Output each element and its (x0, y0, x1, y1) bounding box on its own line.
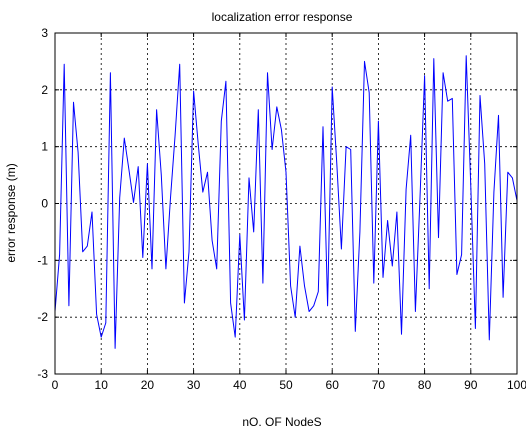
x-tick-label: 60 (326, 378, 340, 392)
y-tick-label: -1 (37, 253, 48, 267)
chart-title: localization error response (212, 10, 353, 24)
x-tick-label: 50 (279, 378, 293, 392)
x-tick-label: 20 (141, 378, 155, 392)
series-line (54, 55, 518, 349)
x-axis-label: nO. OF NodeS (242, 415, 321, 429)
y-tick-label: 2 (41, 83, 48, 97)
y-tick-label: 1 (41, 140, 48, 154)
y-axis-label: error response (m) (4, 163, 18, 262)
x-tick-label: 90 (464, 378, 478, 392)
axis-ticks: 0 10 20 30 40 50 60 70 80 90 100 -3 -2 -1 0 1 2 3 (37, 26, 526, 392)
grid (55, 33, 517, 374)
y-tick-label: 0 (41, 197, 48, 211)
x-tick-label: 40 (233, 378, 247, 392)
x-tick-label: 70 (372, 378, 386, 392)
x-tick-label: 10 (95, 378, 109, 392)
y-tick-label: -2 (37, 310, 48, 324)
x-tick-label: 80 (418, 378, 432, 392)
x-tick-label: 30 (187, 378, 201, 392)
x-tick-label: 100 (507, 378, 526, 392)
x-tick-label: 0 (52, 378, 59, 392)
y-tick-label: 3 (41, 26, 48, 40)
y-tick-label: -3 (37, 367, 48, 381)
